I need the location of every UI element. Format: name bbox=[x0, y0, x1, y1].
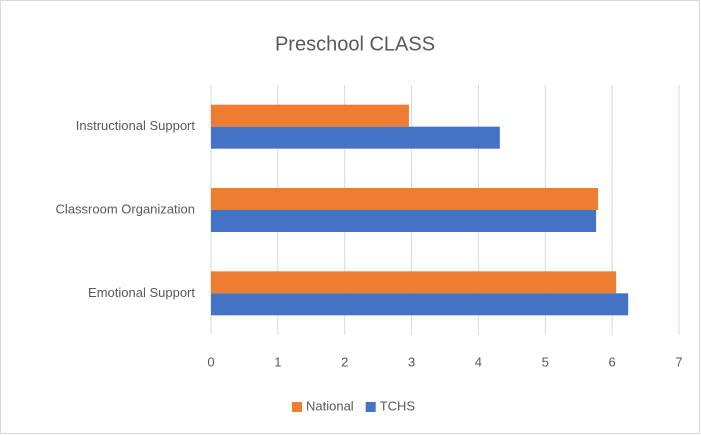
y-tick-label: Instructional Support bbox=[76, 118, 196, 133]
bar bbox=[211, 293, 629, 316]
x-tick-label: 0 bbox=[207, 354, 214, 369]
legend-swatch bbox=[292, 402, 302, 412]
bar bbox=[211, 271, 617, 294]
legend-label: TCHS bbox=[380, 398, 416, 413]
x-tick-label: 3 bbox=[408, 354, 415, 369]
legend-label: National bbox=[306, 398, 354, 413]
bar bbox=[211, 210, 597, 232]
x-tick-label: 6 bbox=[609, 354, 616, 369]
x-tick-label: 4 bbox=[475, 354, 482, 369]
x-tick-label: 5 bbox=[542, 354, 549, 369]
bar bbox=[211, 126, 500, 149]
x-tick-label: 2 bbox=[341, 354, 348, 369]
bar bbox=[211, 104, 409, 127]
y-tick-label: Classroom Organization bbox=[56, 201, 195, 216]
bar bbox=[211, 188, 599, 210]
x-tick-label: 7 bbox=[675, 354, 682, 369]
legend-swatch bbox=[365, 402, 376, 412]
y-tick-label: Emotional Support bbox=[88, 285, 195, 300]
x-tick-label: 1 bbox=[274, 354, 281, 369]
chart-title: Preschool CLASS bbox=[275, 33, 435, 55]
